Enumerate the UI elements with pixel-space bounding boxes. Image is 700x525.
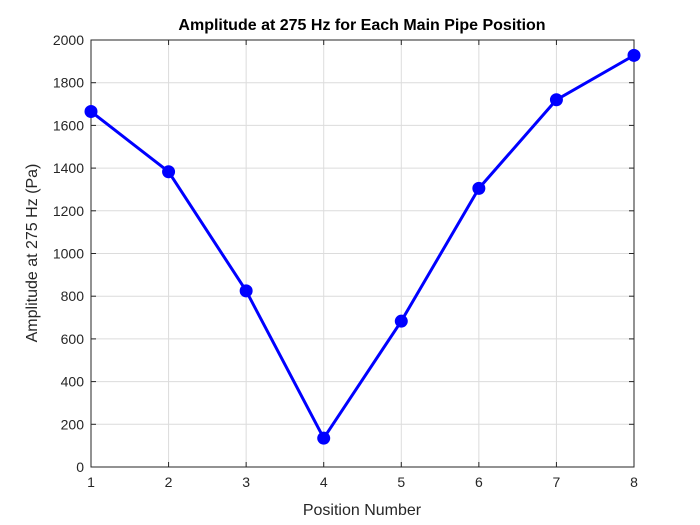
x-tick-label: 8 xyxy=(630,474,638,490)
x-tick-label: 6 xyxy=(475,474,483,490)
data-point xyxy=(394,314,408,328)
x-axis-label: Position Number xyxy=(303,502,422,519)
x-tick-label: 7 xyxy=(553,474,561,490)
data-series xyxy=(84,48,641,445)
y-tick-label: 1200 xyxy=(53,203,84,219)
data-point xyxy=(472,181,486,195)
x-tick-label: 3 xyxy=(242,474,250,490)
tick-labels: 1 2 3 4 5 6 7 8 0 200 400 600 800 1000 1200 1400 1600 180… xyxy=(53,32,638,490)
y-tick-label: 2000 xyxy=(53,32,84,48)
y-tick-label: 1000 xyxy=(53,246,84,262)
chart-title: Amplitude at 275 Hz for Each Main Pipe P… xyxy=(178,17,545,34)
y-tick-label: 1400 xyxy=(53,160,84,176)
data-point xyxy=(239,284,253,298)
y-tick-label: 800 xyxy=(61,288,85,304)
y-tick-label: 400 xyxy=(61,374,85,390)
x-tick-label: 2 xyxy=(165,474,173,490)
data-point xyxy=(627,48,641,62)
data-point xyxy=(84,105,98,119)
data-point xyxy=(549,93,563,107)
series-line xyxy=(90,54,635,440)
y-tick-label: 600 xyxy=(61,331,85,347)
data-point xyxy=(162,165,176,179)
y-axis-label: Amplitude at 275 Hz (Pa) xyxy=(24,164,41,343)
axes xyxy=(90,39,635,468)
x-tick-label: 1 xyxy=(87,474,95,490)
data-point xyxy=(317,431,331,445)
x-tick-label: 4 xyxy=(320,474,328,490)
y-tick-label: 200 xyxy=(61,416,85,432)
x-tick-label: 5 xyxy=(397,474,405,490)
y-tick-label: 0 xyxy=(76,459,84,475)
y-tick-label: 1800 xyxy=(53,75,84,91)
y-tick-label: 1600 xyxy=(53,117,84,133)
